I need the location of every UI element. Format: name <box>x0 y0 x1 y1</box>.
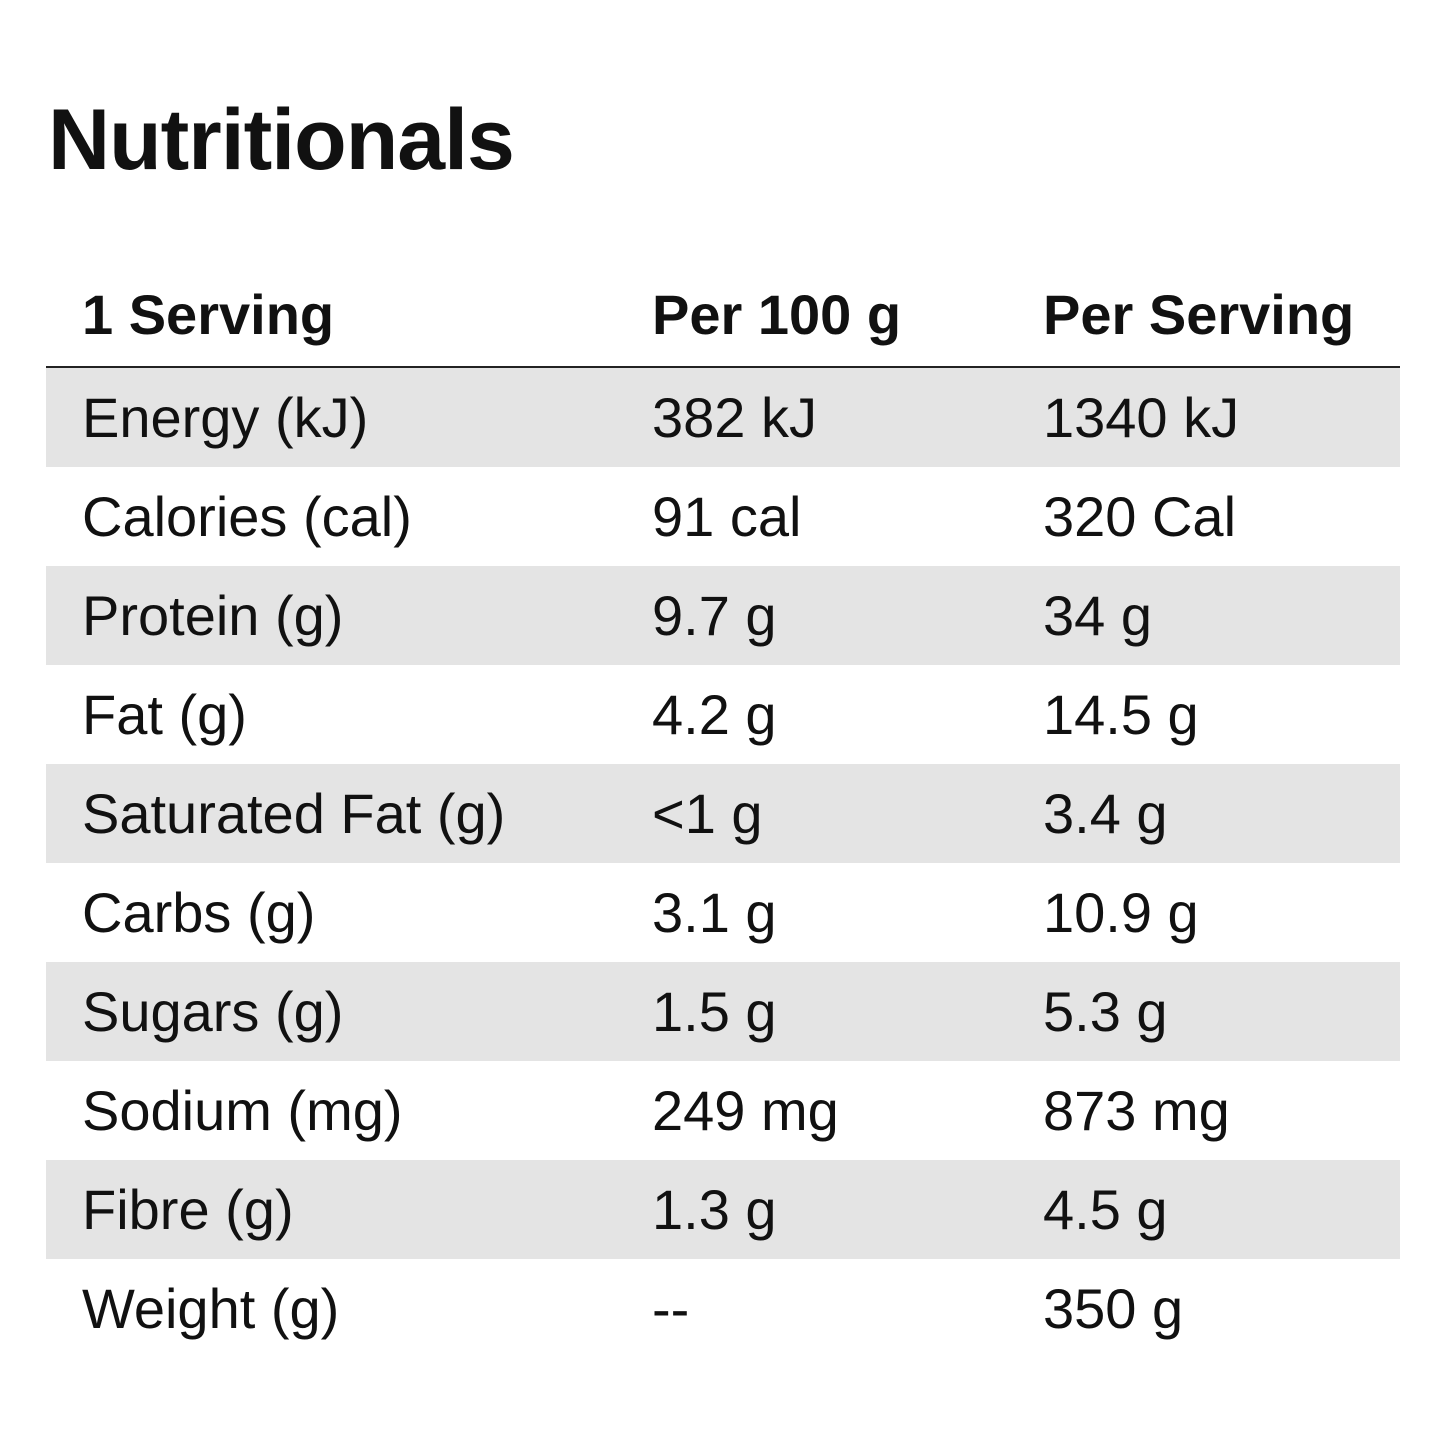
nutrient-name: Sodium (mg) <box>82 1079 403 1142</box>
per-100g-value: 249 mg <box>652 1079 839 1142</box>
table-header-row: 1 Serving Per 100 g Per Serving <box>46 262 1400 368</box>
table-row: Energy (kJ) 382 kJ 1340 kJ <box>46 368 1400 467</box>
nutrient-name: Fat (g) <box>82 683 247 746</box>
table-row: Fibre (g) 1.3 g 4.5 g <box>46 1160 1400 1259</box>
per-100g-value: 4.2 g <box>652 683 777 746</box>
per-serving-value: 10.9 g <box>1043 881 1199 944</box>
nutrient-name: Sugars (g) <box>82 980 344 1043</box>
nutrient-name: Saturated Fat (g) <box>82 782 506 845</box>
nutrition-table: 1 Serving Per 100 g Per Serving Energy (… <box>46 262 1400 1358</box>
per-100g-value: -- <box>652 1277 690 1340</box>
per-100g-value: 1.3 g <box>652 1178 777 1241</box>
page-title: Nutritionals <box>48 92 515 188</box>
nutrient-name: Weight (g) <box>82 1277 340 1340</box>
table-row: Fat (g) 4.2 g 14.5 g <box>46 665 1400 764</box>
per-100g-value: 382 kJ <box>652 386 817 449</box>
per-100g-value: 91 cal <box>652 485 802 548</box>
column-header-per-100g: Per 100 g <box>652 282 902 346</box>
per-serving-value: 5.3 g <box>1043 980 1168 1043</box>
per-100g-value: 9.7 g <box>652 584 777 647</box>
nutrient-name: Carbs (g) <box>82 881 316 944</box>
table-row: Carbs (g) 3.1 g 10.9 g <box>46 863 1400 962</box>
per-serving-value: 1340 kJ <box>1043 386 1240 449</box>
table-row: Protein (g) 9.7 g 34 g <box>46 566 1400 665</box>
table-row: Weight (g) -- 350 g <box>46 1259 1400 1358</box>
table-row: Calories (cal) 91 cal 320 Cal <box>46 467 1400 566</box>
per-serving-value: 14.5 g <box>1043 683 1199 746</box>
column-header-serving: 1 Serving <box>82 282 335 346</box>
table-row: Sugars (g) 1.5 g 5.3 g <box>46 962 1400 1061</box>
per-serving-value: 873 mg <box>1043 1079 1230 1142</box>
per-100g-value: 3.1 g <box>652 881 777 944</box>
per-100g-value: 1.5 g <box>652 980 777 1043</box>
nutrient-name: Energy (kJ) <box>82 386 369 449</box>
per-100g-value: <1 g <box>652 782 763 845</box>
per-serving-value: 320 Cal <box>1043 485 1237 548</box>
per-serving-value: 34 g <box>1043 584 1152 647</box>
table-row: Saturated Fat (g) <1 g 3.4 g <box>46 764 1400 863</box>
table-row: Sodium (mg) 249 mg 873 mg <box>46 1061 1400 1160</box>
nutrient-name: Protein (g) <box>82 584 344 647</box>
nutrient-name: Fibre (g) <box>82 1178 294 1241</box>
nutrient-name: Calories (cal) <box>82 485 412 548</box>
per-serving-value: 3.4 g <box>1043 782 1168 845</box>
per-serving-value: 350 g <box>1043 1277 1184 1340</box>
per-serving-value: 4.5 g <box>1043 1178 1168 1241</box>
column-header-per-serving: Per Serving <box>1043 282 1355 346</box>
